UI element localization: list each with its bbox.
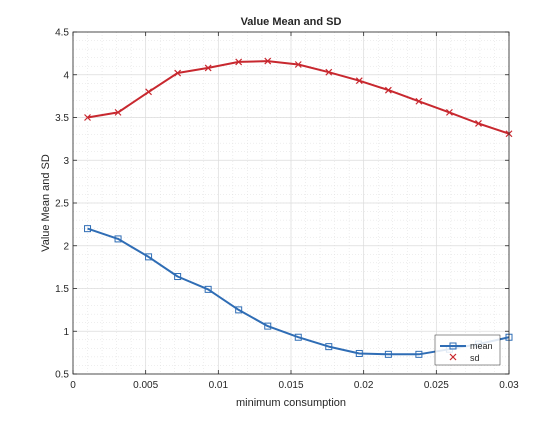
data-point-sd	[235, 58, 243, 66]
marker-x-stroke	[384, 86, 392, 94]
y-tick-label: 2	[63, 241, 69, 252]
data-point-sd	[174, 69, 182, 77]
x-tick-label: 0.025	[424, 380, 449, 391]
marker-x-stroke	[235, 58, 243, 66]
x-tick-label: 0.01	[209, 380, 229, 391]
x-tick-label: 0.015	[278, 380, 303, 391]
data-point-mean	[235, 306, 243, 314]
marker-x-stroke	[145, 88, 152, 96]
data-point-mean	[264, 322, 272, 330]
data-point-mean	[204, 285, 212, 293]
data-point-sd	[415, 97, 423, 105]
marker-x-stroke	[475, 120, 482, 127]
data-point-mean	[415, 350, 423, 358]
data-point-mean	[84, 225, 92, 233]
marker-x-stroke	[415, 97, 423, 105]
data-point-sd	[325, 68, 333, 76]
data-point-mean	[114, 235, 122, 243]
legend-mean-label: mean	[470, 341, 493, 351]
data-point-sd	[264, 57, 272, 65]
data-point-sd	[294, 61, 302, 68]
data-point-sd	[384, 86, 392, 94]
data-point-mean	[355, 349, 363, 357]
data-point-mean	[174, 273, 182, 281]
y-tick-label: 4	[63, 70, 69, 81]
y-axis-label: Value Mean and SD	[40, 154, 52, 252]
marker-x-stroke	[84, 114, 91, 121]
marker-x-stroke	[325, 68, 333, 76]
y-tick-label: 1	[63, 327, 69, 338]
legend-sd-label: sd	[470, 353, 480, 363]
x-tick-label: 0	[70, 380, 76, 391]
y-tick-label: 2.5	[55, 199, 69, 210]
data-point-sd	[445, 108, 453, 116]
marker-x-stroke	[355, 77, 363, 85]
x-axis: 0 0.005 0.01 0.015 0.02 0.025 0.03	[70, 32, 519, 391]
x-tick-label: 0.03	[499, 380, 519, 391]
data-point-sd	[204, 64, 212, 72]
data-point-sd	[114, 108, 122, 116]
data-point-sd	[355, 77, 363, 85]
y-tick-label: 1.5	[55, 284, 69, 295]
x-tick-label: 0.02	[354, 380, 374, 391]
data-point-sd	[84, 114, 91, 121]
data-point-mean	[294, 333, 302, 341]
y-tick-label: 0.5	[55, 370, 69, 381]
y-tick-label: 3.5	[55, 113, 69, 124]
data-point-mean	[145, 253, 153, 261]
data-point-sd	[475, 120, 482, 127]
legend-sd-marker-b	[449, 353, 457, 361]
x-axis-label: minimum consumption	[236, 397, 346, 409]
legend-mean-marker	[449, 342, 457, 350]
marker-x-stroke	[114, 108, 122, 116]
y-tick-label: 3	[63, 156, 69, 167]
legend-box	[434, 334, 501, 366]
data-point-mean	[384, 350, 392, 358]
marker-x-stroke	[445, 108, 453, 116]
y-axis: 0.5 1 1.5 2 2.5 3 3.5 4 4.5	[55, 28, 509, 381]
marker-x-stroke	[204, 64, 212, 72]
marker-x-stroke	[294, 61, 302, 68]
chart-title: Value Mean and SD	[241, 16, 342, 28]
y-tick-label: 4.5	[55, 28, 69, 39]
data-point-sd	[145, 88, 152, 96]
legend: mean sd	[434, 334, 501, 366]
marker-x-stroke	[264, 57, 272, 65]
x-tick-label: 0.005	[133, 380, 158, 391]
data-point-mean	[325, 343, 333, 351]
marker-x-stroke	[174, 69, 182, 77]
